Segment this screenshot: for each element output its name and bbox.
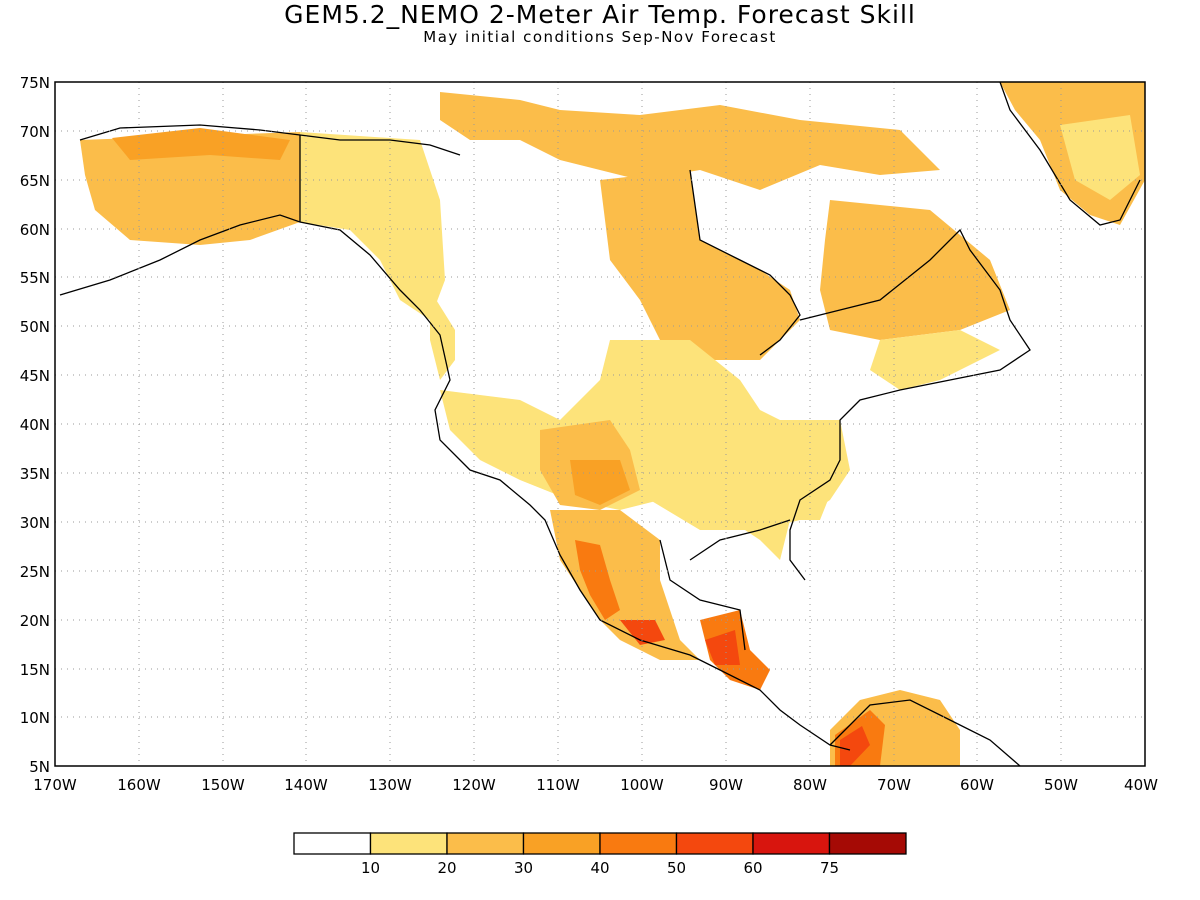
skill-region-maritimes <box>870 330 1000 390</box>
lat-tick: 75N <box>20 74 50 92</box>
legend-label: 40 <box>590 859 609 877</box>
skill-region-new-mexico <box>570 460 630 505</box>
lat-tick: 45N <box>20 367 50 385</box>
lat-tick: 5N <box>29 758 50 776</box>
skill-region-pacific-nw <box>430 290 455 380</box>
skill-region-colombia-core <box>840 726 870 766</box>
lat-tick: 20N <box>20 612 50 630</box>
skill-region-mexico-west <box>575 540 620 620</box>
legend-swatch <box>828 832 907 855</box>
lon-tick: 150W <box>201 776 245 794</box>
lon-tick: 120W <box>452 776 496 794</box>
lat-tick: 15N <box>20 661 50 679</box>
legend-swatch <box>522 832 601 855</box>
legend-label: 50 <box>667 859 686 877</box>
skill-region-hudson <box>600 170 800 360</box>
legend-label: 75 <box>820 859 839 877</box>
lon-tick: 170W <box>33 776 77 794</box>
lat-tick: 30N <box>20 514 50 532</box>
graticule <box>55 82 1145 766</box>
legend-swatch <box>369 832 448 855</box>
lat-tick: 25N <box>20 563 50 581</box>
map-title: GEM5.2_NEMO 2-Meter Air Temp. Forecast S… <box>284 0 916 29</box>
lon-tick: 70W <box>877 776 911 794</box>
skill-region-southeast <box>700 450 840 560</box>
skill-region-guatemala <box>705 630 740 665</box>
lon-axis: 170W 160W 150W 140W 130W 120W 110W 100W … <box>33 776 1158 794</box>
lon-tick: 40W <box>1124 776 1158 794</box>
skill-region-alaska-north <box>112 128 290 160</box>
legend-label: 30 <box>514 859 533 877</box>
color-legend: 10 20 30 40 50 60 75 <box>293 832 907 877</box>
legend-swatch <box>446 832 525 855</box>
legend-label: 60 <box>743 859 762 877</box>
lon-tick: 160W <box>117 776 161 794</box>
skill-region-arctic-islands <box>440 92 940 190</box>
legend-swatch <box>293 832 372 855</box>
lat-axis: 75N 70N 65N 60N 55N 50N 45N 40N 35N 30N … <box>20 74 50 776</box>
lon-tick: 100W <box>620 776 664 794</box>
lon-tick: 90W <box>709 776 743 794</box>
skill-shading <box>80 82 1145 766</box>
lon-tick: 130W <box>368 776 412 794</box>
legend-swatch <box>599 832 678 855</box>
legend-swatch <box>752 832 831 855</box>
legend-swatch <box>675 832 754 855</box>
lon-tick: 110W <box>536 776 580 794</box>
lat-tick: 55N <box>20 269 50 287</box>
skill-region-alaska <box>80 132 300 245</box>
map-frame <box>54 81 1146 767</box>
coastlines <box>59 82 1141 766</box>
lat-tick: 40N <box>20 416 50 434</box>
skill-region-quebec <box>820 200 1010 340</box>
lat-tick: 60N <box>20 221 50 239</box>
skill-region-mexico-south <box>620 620 665 645</box>
lat-tick: 50N <box>20 318 50 336</box>
lon-tick: 140W <box>284 776 328 794</box>
lon-tick: 80W <box>793 776 827 794</box>
lat-tick: 65N <box>20 172 50 190</box>
map-subtitle: May initial conditions Sep-Nov Forecast <box>423 28 777 46</box>
lat-tick: 70N <box>20 123 50 141</box>
lat-tick: 35N <box>20 465 50 483</box>
lon-tick: 60W <box>960 776 994 794</box>
lat-tick: 10N <box>20 709 50 727</box>
skill-region-greenland-yellow <box>1060 115 1140 200</box>
lon-tick: 50W <box>1044 776 1078 794</box>
legend-label: 20 <box>437 859 456 877</box>
skill-region-yukon <box>300 132 445 320</box>
legend-label: 10 <box>361 859 380 877</box>
